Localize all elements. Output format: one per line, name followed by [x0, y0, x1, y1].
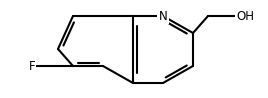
Text: OH: OH	[236, 10, 254, 23]
Text: N: N	[159, 10, 168, 23]
Text: F: F	[29, 59, 35, 73]
